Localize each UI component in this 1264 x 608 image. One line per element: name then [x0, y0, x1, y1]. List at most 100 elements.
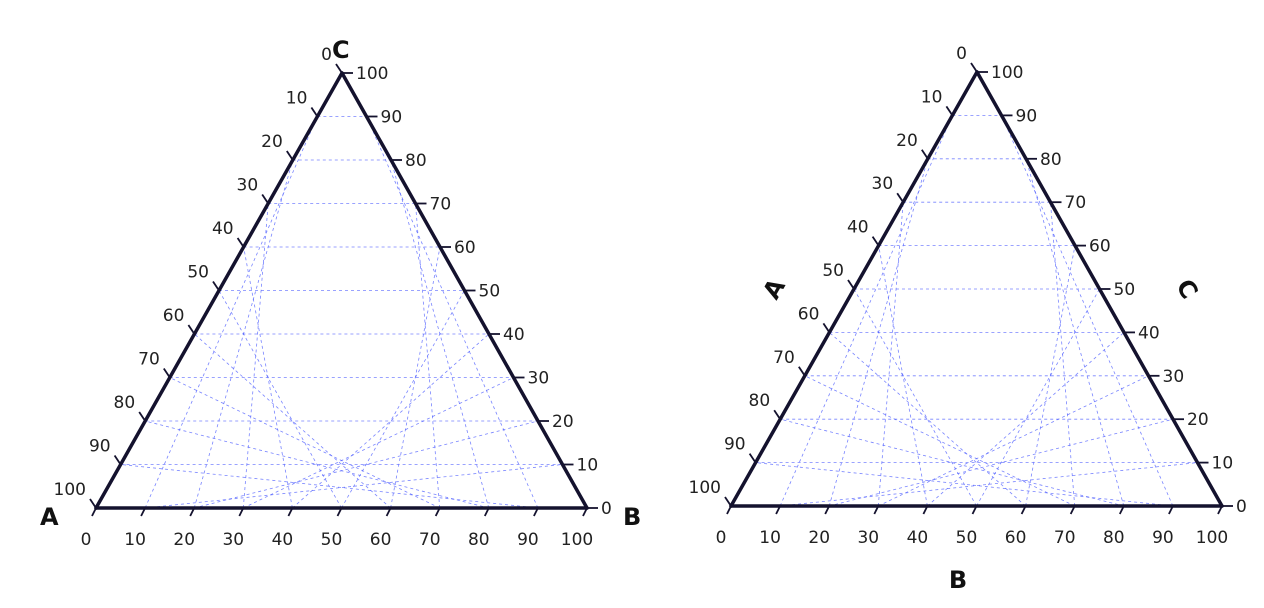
left-tick-label: 20 — [896, 131, 918, 151]
bottom-axis-tick — [971, 505, 978, 515]
bottom-axis-tick — [336, 507, 343, 517]
bottom-tick-label: 50 — [956, 528, 978, 548]
right-tick-label: 40 — [503, 325, 525, 345]
right-tick-label: 0 — [1236, 497, 1247, 517]
left-tick-label: 40 — [847, 218, 869, 238]
bottom-axis-tick — [140, 507, 146, 517]
right-tick-label: 70 — [1065, 193, 1087, 213]
axis-title-c: C — [1170, 274, 1203, 303]
grid-line-right-parallel — [1050, 202, 1076, 507]
bottom-axis-tick — [922, 505, 929, 515]
bottom-tick-label: 70 — [419, 530, 441, 550]
left-axis-tick — [871, 236, 880, 247]
bottom-tick-label: 30 — [857, 528, 879, 548]
grid-line-right-parallel — [1025, 158, 1125, 507]
left-tick-label: 70 — [138, 350, 160, 370]
bottom-axis-tick — [726, 505, 732, 515]
ternary-chart-left: 0 10 20 30 40 50 60 70 80 90 100010203040506070809… — [40, 36, 641, 550]
left-tick-label: 90 — [89, 437, 111, 457]
left-tick-label: 10 — [286, 89, 308, 109]
left-axis-tick — [896, 192, 904, 203]
left-tick-label: 30 — [872, 174, 894, 194]
right-tick-label: 20 — [552, 412, 574, 432]
left-axis-tick — [970, 62, 978, 73]
right-tick-label: 70 — [430, 195, 452, 215]
bottom-tick-label: 10 — [124, 530, 146, 550]
grid-line-left-parallel — [169, 377, 440, 509]
bottom-tick-label: 50 — [321, 530, 343, 550]
bottom-axis-tick — [1168, 505, 1174, 515]
right-tick-label: 50 — [1114, 280, 1136, 300]
bottom-axis-tick — [434, 507, 441, 517]
right-tick-label: 80 — [1040, 150, 1062, 170]
right-tick-label: 10 — [1212, 454, 1234, 474]
left-tick-label: 70 — [773, 348, 795, 368]
right-tick-label: 0 — [601, 499, 612, 519]
bottom-tick-label: 70 — [1054, 528, 1076, 548]
grid-line-left-parallel — [194, 333, 391, 509]
grid-line-left-parallel — [780, 418, 1124, 507]
left-axis-tick — [847, 279, 855, 290]
grid-line-left-parallel — [779, 115, 953, 507]
left-axis-tick — [724, 496, 732, 507]
left-axis-tick — [187, 324, 196, 335]
left-tick-label: 40 — [212, 219, 234, 239]
right-tick-label: 60 — [1089, 237, 1111, 257]
left-tick-label: 60 — [163, 306, 185, 326]
bottom-tick-label: 90 — [1152, 528, 1174, 548]
grid-line-right-parallel — [390, 246, 441, 509]
bottom-tick-label: 40 — [272, 530, 294, 550]
right-tick-label: 100 — [356, 64, 388, 84]
left-axis-tick — [310, 107, 319, 117]
grid-lines — [755, 115, 1198, 507]
grid-line-left-parallel — [243, 246, 293, 509]
left-axis-tick — [113, 455, 122, 465]
bottom-axis-tick — [1020, 505, 1027, 515]
bottom-tick-label: 10 — [759, 528, 781, 548]
bottom-axis-tick — [824, 505, 831, 515]
left-tick-label: 80 — [114, 393, 136, 413]
bottom-axis-tick — [582, 507, 588, 517]
right-tick-label: 100 — [991, 63, 1023, 83]
bottom-axis-tick — [1069, 505, 1076, 515]
left-axis-tick — [163, 368, 171, 378]
grid-line-right-parallel — [927, 332, 1125, 507]
bottom-axis-tick — [775, 505, 781, 515]
bottom-axis-tick — [873, 505, 880, 515]
grid-line-left-parallel — [804, 375, 1075, 507]
right-tick-label: 90 — [1016, 106, 1038, 126]
left-axis-tick — [286, 150, 294, 161]
bottom-axis-tick — [238, 507, 245, 517]
left-tick-label: 80 — [749, 391, 771, 411]
bottom-tick-label: 100 — [1196, 528, 1228, 548]
bottom-axis-tick — [385, 507, 392, 517]
bottom-axis-tick — [1118, 505, 1125, 515]
bottom-tick-label: 60 — [1005, 528, 1027, 548]
left-axis-tick — [261, 194, 269, 204]
grid-line-right-parallel — [415, 203, 441, 509]
left-axis-tick — [773, 409, 781, 420]
right-tick-label: 40 — [1138, 323, 1160, 343]
left-axis-tick — [212, 281, 220, 291]
bottom-axis-tick — [483, 507, 490, 517]
axis-title-b: B — [949, 566, 967, 594]
grid-line-right-parallel — [1025, 245, 1076, 507]
grid-line-left-parallel — [829, 332, 1026, 507]
left-axis-tick — [335, 63, 343, 74]
left-tick-label: 30 — [237, 176, 259, 196]
left-axis-tick — [945, 105, 954, 116]
bottom-tick-label: 0 — [716, 528, 727, 548]
left-tick-label: 20 — [261, 132, 283, 152]
left-tick-label: 0 — [956, 44, 967, 64]
bottom-tick-label: 20 — [173, 530, 195, 550]
grid-line-right-parallel — [1001, 115, 1174, 507]
corner-label-c: C — [332, 36, 350, 64]
bottom-tick-label: 80 — [1103, 528, 1125, 548]
left-axis-tick — [748, 453, 757, 464]
bottom-axis-tick — [287, 507, 294, 517]
grid-line-left-parallel — [218, 290, 342, 509]
bottom-tick-label: 100 — [561, 530, 593, 550]
grid-line-right-parallel — [292, 333, 490, 509]
grid-line-left-parallel — [878, 245, 928, 507]
